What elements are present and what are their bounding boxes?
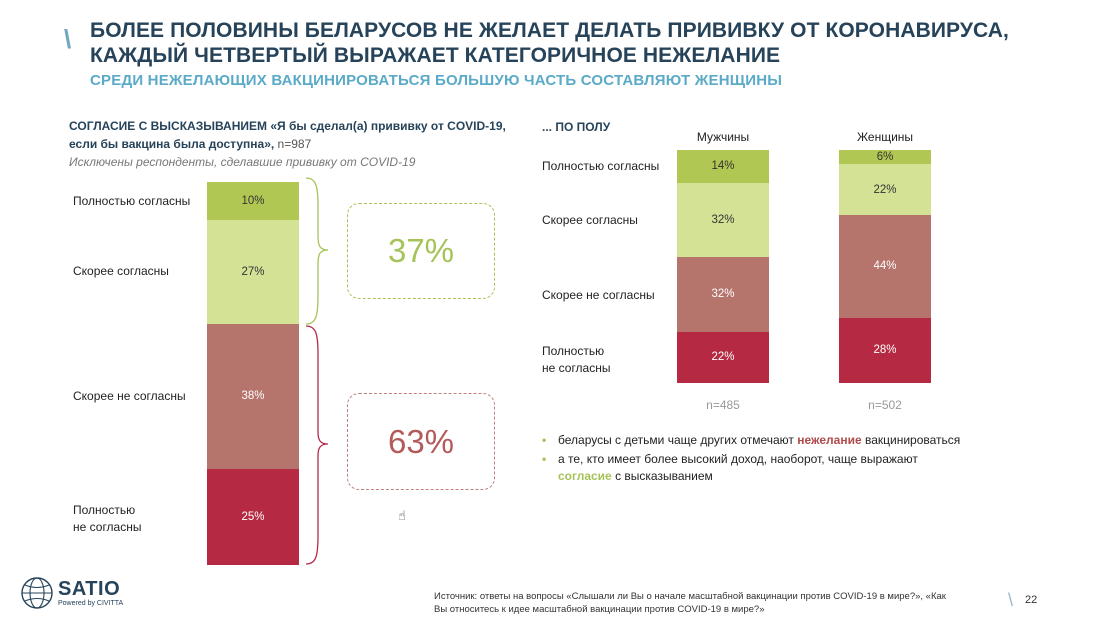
satio-logo: SATIO Powered by CIVITTA: [20, 576, 123, 610]
globe-logo-icon: [21, 577, 53, 609]
page-number: 22: [1025, 594, 1038, 606]
question-note: Исключены респонденты, сделавшие прививк…: [69, 155, 416, 169]
right-label-rather-disagree: Скорее не согласны: [542, 288, 655, 302]
title-line-2: КАЖДЫЙ ЧЕТВЕРТЫЙ ВЫРАЖАЕТ КАТЕГОРИЧНОЕ Н…: [90, 44, 781, 67]
left-label-full-disagree: Полностью не согласны: [73, 502, 141, 536]
source-line-2: Вы относитесь к идее масштабной вакцинац…: [434, 604, 765, 615]
agree-brace: [305, 177, 329, 325]
column-header-0: Мужчины: [696, 130, 750, 144]
seg-rather-agree: 27%: [207, 220, 299, 324]
page-title: БОЛЕЕ ПОЛОВИНЫ БЕЛАРУСОВ НЕ ЖЕЛАЕТ ДЕЛАТ…: [90, 18, 1070, 68]
data-label: 27%: [241, 266, 265, 278]
insight-item: • беларусы с детьми чаще других отмечают…: [542, 432, 962, 449]
question-line-2: если бы вакцина была доступна», n=987: [69, 135, 509, 153]
logo-subtitle: Powered by CIVITTA: [58, 599, 124, 607]
bullet-dot-icon: •: [542, 452, 547, 466]
seg-rather-disagree-0: 32%: [677, 257, 769, 332]
data-label: 32%: [711, 288, 735, 301]
left-label-full-disagree-line-1: Полностью: [73, 503, 136, 517]
seg-rather-disagree-1: 44%: [839, 215, 931, 318]
page-subtitle: СРЕДИ НЕЖЕЛАЮЩИХ ВАКЦИНИРОВАТЬСЯ БОЛЬШУЮ…: [90, 72, 783, 89]
question-line-2-text: если бы вакцина была доступна»,: [69, 137, 275, 151]
data-label: 22%: [711, 351, 735, 364]
seg-full-disagree: 25%: [207, 469, 299, 565]
insights-list: • беларусы с детьми чаще других отмечают…: [542, 432, 962, 487]
right-label-full-disagree-line-2: не согласны: [542, 361, 611, 375]
seg-rather-disagree: 38%: [207, 323, 299, 470]
left-label-rather-agree: Скорее согласны: [73, 264, 169, 278]
question-block: СОГЛАСИЕ С ВЫСКАЗЫВАНИЕМ «Я бы сделал(а)…: [69, 117, 509, 171]
right-label-full-agree: Полностью согласны: [542, 159, 660, 173]
insight-1-highlight: нежелание: [797, 433, 862, 447]
data-label: 14%: [711, 160, 735, 173]
sample-size: n=987: [274, 137, 312, 151]
insight-2-highlight: согласие: [558, 469, 612, 483]
data-label: 25%: [241, 511, 265, 524]
seg-full-agree-1: 6%: [839, 150, 931, 164]
sample-size-label-0: n=485: [706, 398, 740, 412]
seg-full-disagree-0: 22%: [677, 331, 769, 383]
data-label: 32%: [711, 213, 735, 226]
title-slash-decoration: \: [64, 24, 72, 54]
insight-1-text: беларусы с детьми чаще других отмечают: [558, 433, 798, 447]
right-label-full-disagree-line-1: Полностью: [542, 344, 605, 358]
hand-cursor-icon: ☝: [398, 508, 406, 523]
sample-size-label-1: n=502: [868, 398, 902, 412]
seg-full-agree: 10%: [207, 182, 299, 221]
seg-rather-agree-1: 22%: [839, 163, 931, 216]
left-label-full-agree: Полностью согласны: [73, 194, 191, 208]
right-label-rather-agree: Скорее согласны: [542, 213, 638, 227]
data-label: 38%: [241, 390, 265, 403]
insight-1-end: вакцинироваться: [861, 433, 961, 447]
source-note: Источник: ответы на вопросы «Слышали ли …: [434, 590, 1004, 616]
insight-item: • а те, кто имеет более высокий доход, н…: [542, 451, 962, 485]
column-header-1: Женщины: [856, 130, 914, 144]
left-label-rather-disagree: Скорее не согласны: [73, 389, 186, 403]
data-label: 10%: [241, 195, 265, 208]
data-label: 22%: [873, 183, 897, 196]
insight-2-end: с высказыванием: [611, 469, 713, 483]
data-label: 6%: [876, 150, 894, 163]
disagree-total-box: 63%: [347, 393, 495, 490]
seg-full-disagree-1: 28%: [839, 317, 931, 383]
data-label: 44%: [873, 260, 897, 273]
logo-name: SATIO: [58, 577, 121, 600]
bullet-dot-icon: •: [542, 433, 547, 447]
seg-rather-agree-0: 32%: [677, 182, 769, 258]
seg-full-agree-0: 14%: [677, 150, 769, 183]
insight-2-text: а те, кто имеет более высокий доход, нао…: [558, 452, 918, 466]
by-gender-heading: ... ПО ПОЛУ: [542, 120, 611, 134]
source-line-1: Источник: ответы на вопросы «Слышали ли …: [434, 591, 946, 602]
right-label-full-disagree: Полностью не согласны: [542, 343, 610, 377]
agree-total-box: 37%: [347, 203, 495, 299]
page-slash-decoration: \: [1008, 590, 1014, 610]
question-line-1: СОГЛАСИЕ С ВЫСКАЗЫВАНИЕМ «Я бы сделал(а)…: [69, 119, 506, 133]
left-label-full-disagree-line-2: не согласны: [73, 520, 142, 534]
data-label: 28%: [873, 344, 897, 357]
disagree-brace: [305, 325, 329, 565]
title-line-1: БОЛЕЕ ПОЛОВИНЫ БЕЛАРУСОВ НЕ ЖЕЛАЕТ ДЕЛАТ…: [90, 19, 1009, 42]
